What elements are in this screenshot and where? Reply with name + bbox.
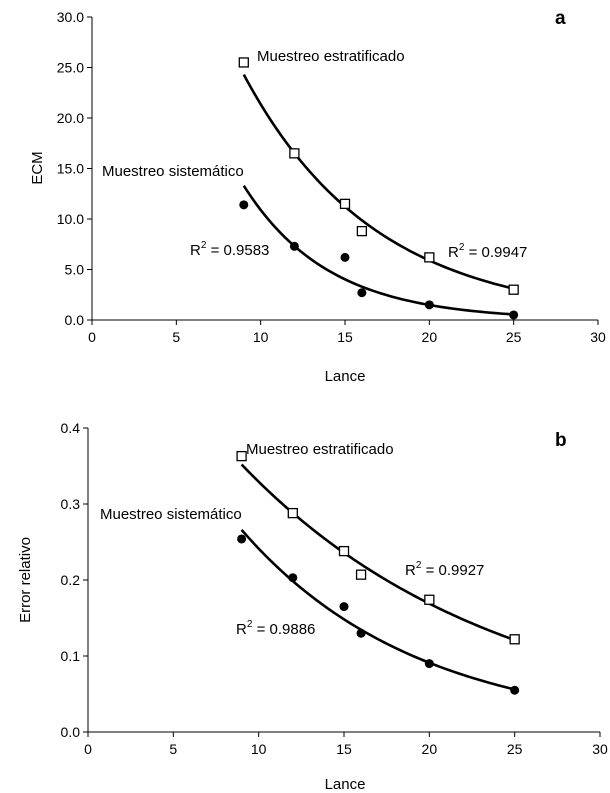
panel-a-series-1-label: Muestreo sistemático [102, 163, 244, 180]
panel-b-series-0-label: Muestreo estratificado [246, 441, 394, 458]
panel-a-x-tick-label: 10 [253, 329, 269, 345]
panel-b-series-1-point [356, 628, 366, 638]
panel-a-series-1-point [509, 310, 519, 320]
panel-b-y-axis-label: Error relativo [17, 537, 34, 623]
panel-b-series-0-point [509, 634, 520, 645]
panel-a-label: a [555, 8, 566, 29]
panel-a-r2-estratificado: R2 = 0.9947 [448, 242, 527, 261]
panel-a-r2-sistematico: R2 = 0.9583 [190, 240, 269, 259]
panel-a-x-tick-label: 5 [172, 329, 180, 345]
panel-b-x-tick-label: 10 [251, 741, 267, 757]
panel-a-series-1-trend-line [242, 184, 514, 316]
panel-a-y-tick-label: 30.0 [57, 9, 84, 25]
panel-a-series-0-label: Muestreo estratificado [257, 48, 405, 65]
panel-b-x-tick-label: 15 [336, 741, 352, 757]
panel-b-series-0-point [236, 450, 247, 462]
panel-a-series-0-point [339, 198, 351, 210]
panel-b-series-0-point [338, 545, 350, 557]
panel-b-x-tick-label: 5 [169, 741, 177, 757]
panel-a-y-tick-label: 25.0 [57, 60, 84, 76]
panel-b-series-1-trend-line [240, 528, 515, 691]
panel-a-x-tick-label: 0 [88, 329, 96, 345]
panel-a-y-tick-label: 10.0 [57, 211, 84, 227]
panel-a-y-tick-label: 15.0 [57, 161, 84, 177]
panel-b-y-tick-label: 0.4 [61, 420, 81, 436]
panel-a-series-1-point [239, 200, 249, 210]
panel-b-y-tick-label: 0.1 [61, 648, 81, 664]
panel-a-series-0-trend-line [242, 73, 514, 290]
panel-a-series-0-point [424, 252, 435, 263]
panel-a-series-0-point [238, 57, 249, 68]
panel-b-series-1-point [510, 685, 520, 695]
panel-b-series-0-point [424, 594, 435, 605]
panel-b-series-0-point [355, 569, 367, 580]
panel-b-r2-estratificado: R2 = 0.9927 [405, 560, 484, 579]
panel-a-x-tick-label: 20 [422, 329, 438, 345]
panel-a-series-1-point [424, 300, 434, 310]
panel-b-series-1-label: Muestreo sistemático [100, 506, 242, 523]
panel-a-y-tick-label: 0.0 [65, 312, 85, 328]
panel-b-x-tick-label: 0 [84, 741, 92, 757]
panel-b-series-1-point [339, 602, 349, 612]
panel-b-series-0-point [287, 507, 298, 519]
panel-a-y-axis-label: ECM [29, 151, 46, 184]
panel-b-y-tick-label: 0.2 [61, 572, 81, 588]
panel-b-y-tick-label: 0.0 [61, 724, 81, 740]
panel-a-y-tick-label: 20.0 [57, 110, 84, 126]
panel-b-series-1-point [424, 659, 434, 669]
panel-a-x-axis-label: Lance [325, 368, 366, 385]
panel-a-x-tick-label: 30 [590, 329, 606, 345]
panel-a-series-1-point [357, 288, 367, 298]
panel-b-x-axis-label: Lance [325, 776, 366, 793]
panel-a-series-0-point [508, 284, 519, 295]
panel-b-r2-sistematico: R2 = 0.9886 [236, 619, 315, 638]
panel-b-label: b [555, 430, 567, 451]
panel-a-series-0-point [289, 148, 300, 159]
panel-b-series-1-point [237, 534, 247, 544]
panel-b-x-tick-label: 30 [592, 741, 608, 757]
panel-a-series-0-point [356, 225, 368, 237]
panel-a-chart: a Lance ECM Muestreo estratificado Muest… [29, 8, 606, 385]
panel-b-y-tick-label: 0.3 [61, 496, 81, 512]
panel-b-x-tick-label: 25 [507, 741, 523, 757]
panel-a-y-tick-label: 5.0 [65, 262, 85, 278]
panel-b-chart: b Lance Error relativo Muestreo estratif… [17, 420, 608, 793]
panel-b-series-0-trend-line [240, 463, 516, 642]
panel-b-x-tick-label: 20 [422, 741, 438, 757]
panel-a-series-1-point [340, 252, 350, 262]
panel-b-series-1-point [288, 573, 298, 583]
panel-a-x-tick-label: 25 [506, 329, 522, 345]
panel-a-x-tick-label: 15 [337, 329, 353, 345]
panel-a-series-1-point [289, 241, 299, 251]
